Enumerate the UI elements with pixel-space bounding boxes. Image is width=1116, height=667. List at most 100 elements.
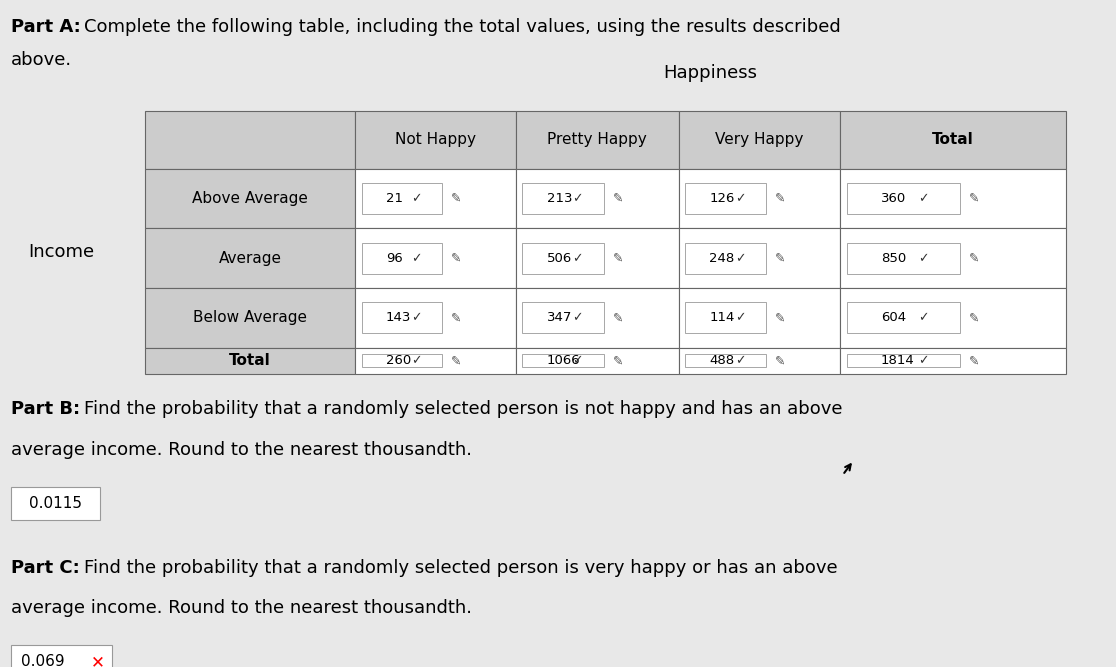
Text: ✎: ✎	[613, 311, 623, 324]
FancyBboxPatch shape	[522, 183, 604, 214]
FancyBboxPatch shape	[362, 243, 442, 273]
Text: Very Happy: Very Happy	[715, 132, 804, 147]
FancyBboxPatch shape	[145, 348, 355, 374]
Text: Average: Average	[219, 251, 281, 265]
Text: 360: 360	[881, 192, 906, 205]
FancyBboxPatch shape	[11, 487, 100, 520]
Text: 850: 850	[881, 251, 906, 265]
Text: 0.0115: 0.0115	[29, 496, 83, 511]
FancyBboxPatch shape	[362, 302, 442, 334]
Text: ✓: ✓	[735, 251, 745, 265]
Text: ✎: ✎	[613, 251, 623, 265]
Text: ✓: ✓	[735, 354, 745, 368]
FancyBboxPatch shape	[840, 169, 1066, 228]
Text: ✎: ✎	[451, 251, 461, 265]
Text: 0.069: 0.069	[20, 654, 65, 667]
FancyBboxPatch shape	[516, 288, 679, 348]
FancyBboxPatch shape	[840, 348, 1066, 374]
FancyBboxPatch shape	[516, 111, 679, 169]
FancyBboxPatch shape	[355, 169, 516, 228]
Text: ✓: ✓	[573, 251, 583, 265]
FancyBboxPatch shape	[679, 111, 840, 169]
Text: 260: 260	[386, 354, 411, 368]
FancyBboxPatch shape	[522, 354, 604, 368]
FancyBboxPatch shape	[840, 228, 1066, 288]
Text: ✎: ✎	[451, 192, 461, 205]
Text: Total: Total	[932, 132, 974, 147]
FancyBboxPatch shape	[685, 302, 766, 334]
Text: 506: 506	[547, 251, 573, 265]
Text: Income: Income	[28, 243, 95, 261]
FancyBboxPatch shape	[362, 354, 442, 368]
FancyBboxPatch shape	[847, 183, 960, 214]
FancyBboxPatch shape	[516, 169, 679, 228]
FancyBboxPatch shape	[685, 183, 766, 214]
Text: ✓: ✓	[573, 192, 583, 205]
Text: Above Average: Above Average	[192, 191, 308, 206]
Text: Part C:: Part C:	[11, 559, 80, 577]
Text: ✎: ✎	[775, 192, 786, 205]
Text: ✓: ✓	[411, 192, 422, 205]
Text: ✎: ✎	[451, 354, 461, 368]
Text: ✎: ✎	[969, 192, 979, 205]
Text: ✓: ✓	[918, 192, 929, 205]
FancyBboxPatch shape	[685, 354, 766, 368]
Text: above.: above.	[11, 51, 73, 69]
Text: ✎: ✎	[451, 311, 461, 324]
FancyBboxPatch shape	[522, 302, 604, 334]
FancyBboxPatch shape	[679, 348, 840, 374]
Text: Complete the following table, including the total values, using the results desc: Complete the following table, including …	[84, 18, 840, 36]
FancyBboxPatch shape	[516, 348, 679, 374]
FancyBboxPatch shape	[355, 348, 516, 374]
Text: average income. Round to the nearest thousandth.: average income. Round to the nearest tho…	[11, 441, 472, 459]
FancyBboxPatch shape	[847, 354, 960, 368]
FancyBboxPatch shape	[847, 243, 960, 273]
Text: 604: 604	[881, 311, 906, 324]
FancyBboxPatch shape	[355, 288, 516, 348]
Text: 1814: 1814	[881, 354, 915, 368]
Text: ✓: ✓	[411, 311, 422, 324]
Text: ✕: ✕	[92, 653, 105, 667]
Text: ✓: ✓	[411, 354, 422, 368]
Text: ✎: ✎	[969, 251, 979, 265]
Text: ✓: ✓	[918, 354, 929, 368]
FancyBboxPatch shape	[847, 302, 960, 334]
FancyBboxPatch shape	[840, 288, 1066, 348]
Text: Find the probability that a randomly selected person is very happy or has an abo: Find the probability that a randomly sel…	[84, 559, 837, 577]
Text: ✎: ✎	[775, 311, 786, 324]
Text: 488: 488	[710, 354, 734, 368]
FancyBboxPatch shape	[355, 111, 516, 169]
Text: 1066: 1066	[547, 354, 580, 368]
FancyBboxPatch shape	[145, 111, 355, 169]
FancyBboxPatch shape	[840, 111, 1066, 169]
Text: 21: 21	[386, 192, 403, 205]
Text: ✎: ✎	[775, 354, 786, 368]
Text: ✎: ✎	[969, 311, 979, 324]
Text: Happiness: Happiness	[663, 64, 758, 82]
FancyBboxPatch shape	[355, 228, 516, 288]
Text: ✎: ✎	[969, 354, 979, 368]
Text: ✓: ✓	[411, 251, 422, 265]
Text: ✓: ✓	[735, 311, 745, 324]
Text: Find the probability that a randomly selected person is not happy and has an abo: Find the probability that a randomly sel…	[84, 400, 843, 418]
Text: 347: 347	[547, 311, 573, 324]
Text: 96: 96	[386, 251, 403, 265]
Text: ✓: ✓	[918, 251, 929, 265]
Text: Total: Total	[229, 354, 271, 368]
Text: 126: 126	[710, 192, 734, 205]
FancyBboxPatch shape	[685, 243, 766, 273]
Text: average income. Round to the nearest thousandth.: average income. Round to the nearest tho…	[11, 600, 472, 618]
Text: ✎: ✎	[775, 251, 786, 265]
Text: Part A:: Part A:	[11, 18, 80, 36]
FancyBboxPatch shape	[145, 228, 355, 288]
Text: ✎: ✎	[613, 354, 623, 368]
FancyBboxPatch shape	[362, 183, 442, 214]
FancyBboxPatch shape	[11, 646, 112, 667]
Text: 248: 248	[710, 251, 734, 265]
Text: ✓: ✓	[735, 192, 745, 205]
Text: ✎: ✎	[613, 192, 623, 205]
Text: 143: 143	[386, 311, 411, 324]
Text: Not Happy: Not Happy	[395, 132, 475, 147]
FancyBboxPatch shape	[679, 228, 840, 288]
Text: ✓: ✓	[918, 311, 929, 324]
